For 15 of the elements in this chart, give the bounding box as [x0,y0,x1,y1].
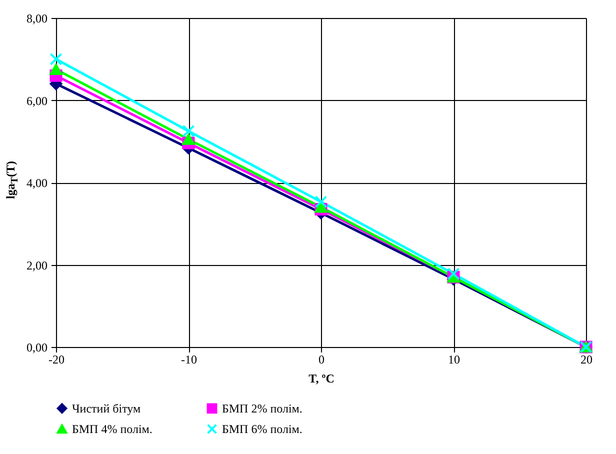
y-tick-label: 2,00 [26,258,48,272]
y-tick-label: 6,00 [26,94,48,108]
x-tick-label: -10 [181,352,197,366]
x-tick-label: 20 [580,352,592,366]
x-tick-label: 10 [448,352,460,366]
x-tick-label: 0 [318,352,324,366]
legend-label: БМП 2% полім. [222,401,302,416]
legend-label: Чистий бітум [72,401,141,416]
legend-label: БМП 6% полім. [222,422,302,436]
x-axis-title: T, ºC [308,372,334,386]
y-tick-label: 4,00 [26,176,48,190]
x-tick-label: -20 [48,352,64,366]
legend-label: БМП 4% полім. [72,422,152,436]
y-tick-label: 8,00 [26,12,48,26]
y-tick-label: 0,00 [26,340,48,354]
